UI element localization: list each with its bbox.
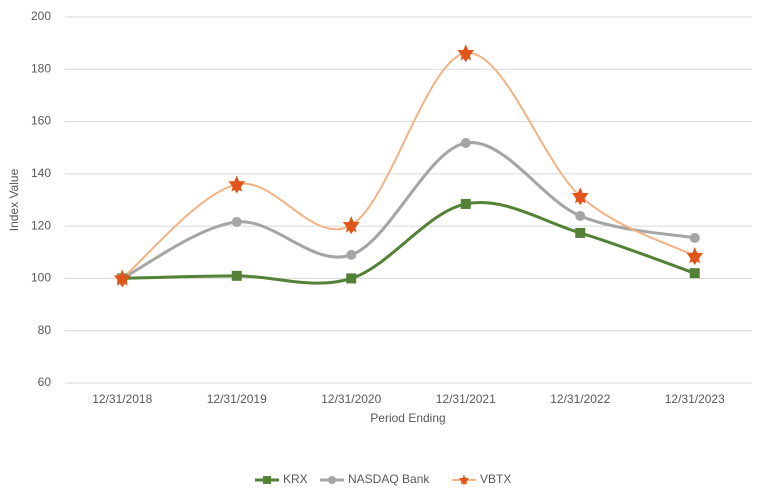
marker — [231, 270, 242, 281]
y-tick-label: 200 — [31, 9, 51, 23]
marker — [457, 44, 475, 63]
y-tick-label: 60 — [38, 375, 52, 389]
marker — [686, 246, 704, 265]
marker — [689, 232, 700, 243]
marker — [460, 138, 471, 149]
marker — [346, 249, 357, 260]
x-axis-label: Period Ending — [370, 411, 445, 425]
marker-triangle — [457, 50, 474, 63]
series-line — [122, 201, 696, 285]
y-tick-label: 140 — [31, 166, 51, 180]
marker-triangle — [228, 181, 245, 194]
legend-marker — [458, 474, 470, 486]
marker-triangle — [114, 275, 131, 288]
legend-label: NASDAQ Bank — [348, 472, 430, 486]
marker — [113, 269, 131, 288]
legend-label: KRX — [283, 472, 308, 486]
x-tick-label: 12/31/2019 — [207, 392, 267, 406]
marker — [231, 216, 242, 227]
marker-triangle — [572, 193, 589, 206]
marker — [689, 268, 700, 279]
marker-triangle — [343, 222, 360, 235]
y-axis-label: Index Value — [7, 168, 21, 231]
marker — [228, 175, 246, 194]
x-tick-label: 12/31/2023 — [665, 392, 725, 406]
marker-triangle — [459, 478, 469, 486]
y-tick-label: 120 — [31, 218, 51, 232]
marker — [571, 187, 589, 206]
x-tick-label: 12/31/2022 — [550, 392, 610, 406]
legend-label: VBTX — [480, 472, 511, 486]
y-tick-label: 160 — [31, 114, 51, 128]
y-tick-label: 180 — [31, 61, 51, 75]
y-tick-label: 100 — [31, 271, 51, 285]
marker — [460, 198, 471, 209]
marker — [346, 273, 357, 284]
legend-marker — [328, 476, 336, 484]
legend-marker — [263, 476, 271, 484]
series-line — [121, 141, 696, 280]
marker — [342, 216, 360, 235]
marker — [575, 210, 586, 221]
x-tick-label: 12/31/2020 — [321, 392, 381, 406]
marker — [575, 227, 586, 238]
x-tick-label: 12/31/2018 — [92, 392, 152, 406]
x-tick-label: 12/31/2021 — [436, 392, 496, 406]
y-tick-label: 80 — [38, 323, 52, 337]
marker-triangle — [686, 252, 703, 265]
series-line — [121, 52, 696, 280]
